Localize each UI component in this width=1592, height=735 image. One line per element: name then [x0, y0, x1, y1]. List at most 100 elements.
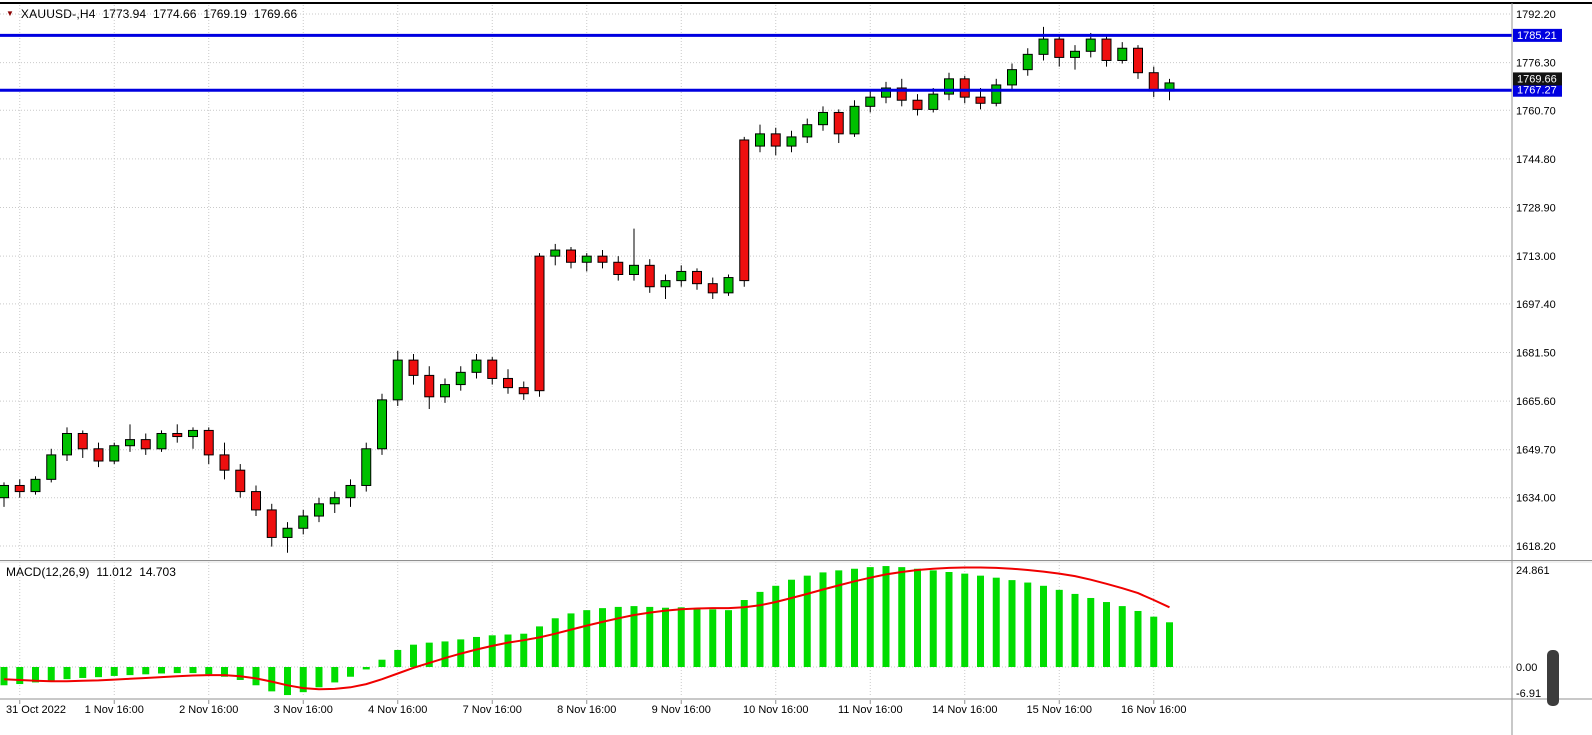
candle-bull [865, 96, 876, 107]
macd-axis-label: 0.00 [1516, 662, 1537, 674]
price-axis-label: 1760.70 [1516, 105, 1556, 117]
macd-histogram-bar [1024, 582, 1032, 667]
candle-bull [818, 111, 828, 126]
macd-axis-label: -6.91 [1516, 688, 1541, 700]
candle-bull [755, 133, 765, 147]
macd-histogram-bar [1166, 622, 1173, 667]
candle-bear [975, 96, 986, 104]
candle-bear [266, 509, 277, 538]
candle-bear [424, 374, 435, 398]
price-axis-label: 1665.60 [1516, 396, 1556, 408]
candle-bull [471, 359, 482, 373]
macd-histogram-bar [410, 644, 417, 667]
candle-bear [707, 283, 718, 294]
macd-histogram-bar [756, 591, 764, 667]
candle-bear [613, 261, 624, 275]
macd-histogram-bar [110, 667, 118, 676]
candle-bear [597, 255, 608, 263]
candle-bull [377, 399, 387, 450]
macd-histogram-bar [662, 607, 669, 667]
candle-bear [77, 432, 88, 450]
macd-histogram-bar [992, 577, 1000, 667]
time-axis-label: 2 Nov 16:00 [179, 704, 238, 716]
candle-bear [251, 491, 261, 511]
macd-name: MACD(12,26,9) [6, 565, 90, 579]
candle-bull [188, 429, 198, 438]
candle-bear [172, 432, 183, 438]
candle-bull [125, 439, 135, 447]
price-axis-label: 1618.20 [1516, 541, 1556, 553]
macd-histogram-bar [898, 567, 906, 667]
macd-histogram-bar [583, 610, 591, 667]
candle-bear [14, 484, 25, 493]
candle-bear [93, 448, 104, 462]
candle-bear [1133, 47, 1143, 74]
macd-histogram-bar [882, 566, 890, 667]
macd-histogram-bar [158, 667, 165, 674]
candle-bull [786, 136, 797, 147]
time-axis-label: 7 Nov 16:00 [463, 704, 522, 716]
candle-bull [723, 277, 734, 294]
candle-bull [282, 527, 293, 538]
candle-bear [1101, 38, 1112, 61]
macd-histogram-bar [740, 600, 748, 667]
candle-bear [912, 99, 923, 110]
candle-bear [1148, 72, 1159, 92]
ohlc-open: 1773.94 [102, 7, 146, 21]
time-axis-label: 9 Nov 16:00 [652, 704, 711, 716]
macd-histogram-bar [709, 609, 717, 667]
macd-histogram-bar [315, 667, 323, 688]
candle-bear [534, 255, 545, 392]
macd-histogram-bar [866, 567, 874, 667]
candle-bull [156, 432, 167, 450]
time-axis-label: 31 Oct 2022 [6, 704, 66, 716]
macd-histogram-bar [630, 606, 638, 667]
macd-signal-value: 14.703 [139, 565, 176, 579]
macd-histogram-bar [488, 635, 496, 667]
candle-bull [928, 93, 939, 110]
candle-bull [392, 359, 403, 401]
macd-histogram-bar [1040, 585, 1047, 667]
symbol-dropdown-icon[interactable]: ▼ [6, 9, 14, 18]
candle-bull [361, 448, 372, 486]
macd-histogram-bar [929, 570, 937, 667]
macd-histogram-bar [284, 667, 291, 696]
candle-bull [0, 484, 9, 499]
macd-histogram-bar [236, 667, 244, 680]
time-axis-label: 4 Nov 16:00 [368, 704, 427, 716]
macd-axis-label: 24.861 [1516, 565, 1550, 577]
time-axis-label: 8 Nov 16:00 [557, 704, 616, 716]
macd-main-value: 11.012 [96, 565, 133, 579]
macd-histogram-bar [79, 667, 87, 678]
macd-histogram-bar [252, 667, 260, 686]
macd-histogram-bar [473, 636, 480, 667]
macd-histogram-bar [47, 667, 55, 681]
candle-bull [881, 87, 891, 98]
time-axis-label: 1 Nov 16:00 [85, 704, 144, 716]
macd-histogram-bar [0, 667, 8, 686]
macd-histogram-bar [299, 667, 307, 693]
candle-bear [503, 377, 513, 389]
time-axis-label: 14 Nov 16:00 [932, 704, 997, 716]
candle-bull [314, 503, 324, 517]
candle-bull [298, 515, 309, 529]
macd-histogram-bar [1134, 610, 1142, 667]
macd-histogram-bar [536, 626, 543, 667]
macd-histogram-bar [95, 667, 102, 678]
level-price-badge-text: 1785.21 [1517, 30, 1557, 42]
macd-histogram-bar [221, 667, 228, 677]
scrollbar-thumb[interactable] [1547, 650, 1559, 706]
time-axis-label: 16 Nov 16:00 [1121, 704, 1186, 716]
macd-histogram-bar [16, 667, 24, 685]
candle-bull [440, 384, 450, 398]
macd-histogram-bar [520, 633, 528, 667]
price-axis-label: 1634.00 [1516, 493, 1556, 505]
macd-histogram-bar [378, 659, 386, 667]
ohlc-close: 1769.66 [253, 7, 298, 21]
price-axis-label: 1728.90 [1516, 203, 1556, 215]
macd-histogram-bar [142, 667, 150, 675]
macd-histogram-bar [1118, 606, 1126, 667]
macd-histogram-bar [331, 667, 339, 683]
